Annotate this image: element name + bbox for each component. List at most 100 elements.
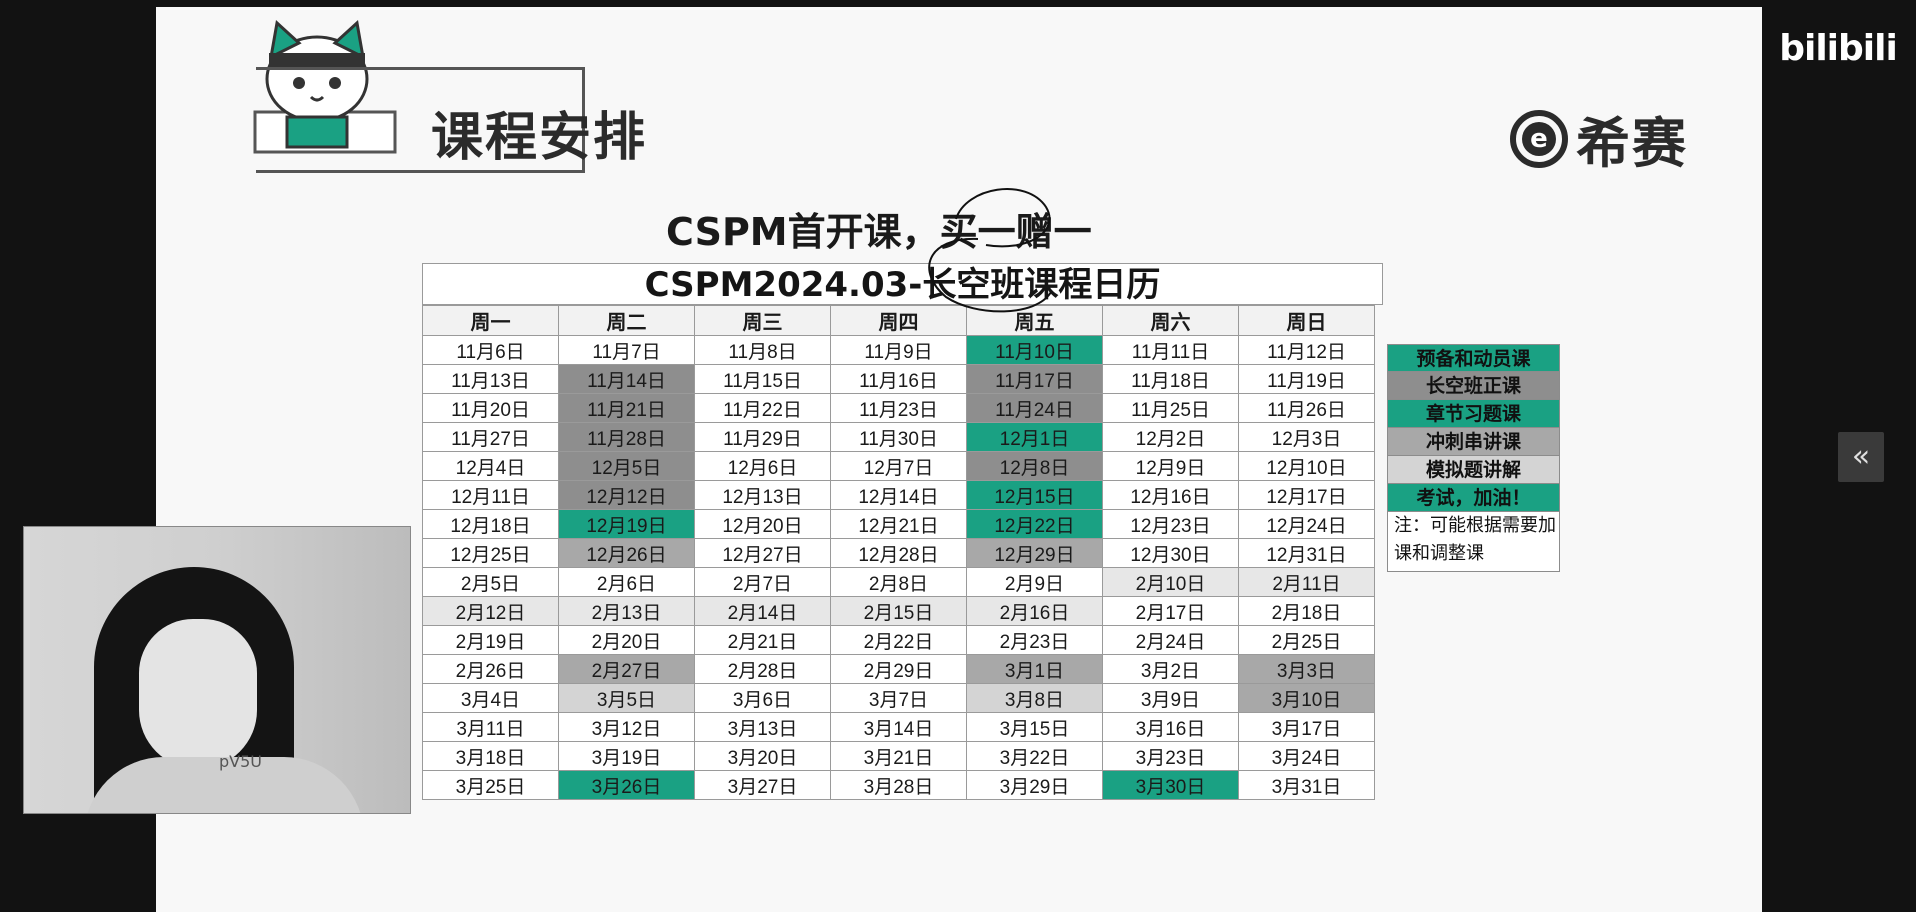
calendar-day-cell: 2月8日	[830, 567, 967, 597]
weekday-header: 周日	[1238, 305, 1375, 336]
calendar-day-cell: 12月9日	[1102, 451, 1239, 481]
weekday-header: 周二	[558, 305, 695, 336]
calendar-week-row: 11月27日 11月28日 11月29日 11月30日 12月1日 12月2日 12月3日	[422, 422, 1375, 452]
calendar-day-cell: 2月19日	[422, 625, 559, 655]
calendar-day-cell: 2月13日	[558, 596, 695, 626]
calendar-day-cell: 11月16日	[830, 364, 967, 394]
calendar-day-cell: 12月11日	[422, 480, 559, 510]
calendar-day-cell: 2月14日	[694, 596, 831, 626]
calendar-day-cell: 3月6日	[694, 683, 831, 713]
calendar-day-cell: 11月12日	[1238, 335, 1375, 365]
calendar-day-cell: 12月10日	[1238, 451, 1375, 481]
calendar-day-cell: 2月20日	[558, 625, 695, 655]
calendar-day-cell: 3月31日	[1238, 770, 1375, 800]
calendar-day-cell: 2月5日	[422, 567, 559, 597]
site-logo: bilibili	[1779, 28, 1898, 69]
calendar-day-cell: 2月28日	[694, 654, 831, 684]
calendar-day-cell: 11月19日	[1238, 364, 1375, 394]
calendar-week-row: 12月4日 12月5日 12月6日 12月7日 12月8日 12月9日 12月10日	[422, 451, 1375, 481]
calendar-week-row: 2月12日 2月13日 2月14日 2月15日 2月16日 2月17日 2月18日	[422, 596, 1375, 626]
calendar-day-cell: 2月16日	[966, 596, 1103, 626]
calendar-day-cell: 3月4日	[422, 683, 559, 713]
calendar-day-cell: 11月22日	[694, 393, 831, 423]
calendar-day-cell: 11月25日	[1102, 393, 1239, 423]
calendar-week-row: 2月26日 2月27日 2月28日 2月29日 3月1日 3月2日 3月3日	[422, 654, 1375, 684]
course-calendar: CSPM2024.03-长空班课程日历 周一 周二 周三 周四 周五 周六 周日 11月6日…	[422, 263, 1383, 800]
calendar-day-cell: 12月19日	[558, 509, 695, 539]
weekday-header: 周五	[966, 305, 1103, 336]
calendar-day-cell: 12月2日	[1102, 422, 1239, 452]
calendar-day-cell: 11月10日	[966, 335, 1103, 365]
calendar-day-cell: 11月7日	[558, 335, 695, 365]
calendar-week-row: 3月11日 3月12日 3月13日 3月14日 3月15日 3月16日 3月17日	[422, 712, 1375, 742]
legend-note: 注：可能根据需要加课和调整课	[1387, 512, 1560, 572]
calendar-day-cell: 3月15日	[966, 712, 1103, 742]
calendar-day-cell: 2月27日	[558, 654, 695, 684]
calendar-week-row: 3月18日 3月19日 3月20日 3月21日 3月22日 3月23日 3月24日	[422, 741, 1375, 771]
presentation-slide: 课程安排 e 希赛 CSPM首开课，买一赠一 CSPM2024.03-长空班课程…	[156, 7, 1762, 912]
calendar-week-row: 12月11日 12月12日 12月13日 12月14日 12月15日 12月16日 12月1…	[422, 480, 1375, 510]
calendar-body: 11月6日 11月7日 11月8日 11月9日 11月10日 11月11日 11月12日 11…	[422, 335, 1375, 800]
legend-item: 冲刺串讲课	[1387, 428, 1560, 456]
calendar-day-cell: 3月13日	[694, 712, 831, 742]
calendar-day-cell: 2月26日	[422, 654, 559, 684]
calendar-day-cell: 12月7日	[830, 451, 967, 481]
calendar-day-cell: 12月4日	[422, 451, 559, 481]
calendar-day-cell: 12月17日	[1238, 480, 1375, 510]
calendar-day-cell: 12月1日	[966, 422, 1103, 452]
calendar-title: CSPM2024.03-长空班课程日历	[422, 263, 1383, 305]
calendar-day-cell: 2月15日	[830, 596, 967, 626]
calendar-day-cell: 2月29日	[830, 654, 967, 684]
calendar-day-cell: 3月1日	[966, 654, 1103, 684]
calendar-day-cell: 12月29日	[966, 538, 1103, 568]
calendar-day-cell: 3月20日	[694, 741, 831, 771]
calendar-day-cell: 2月23日	[966, 625, 1103, 655]
brand-logo: e 希赛	[1510, 99, 1688, 178]
calendar-day-cell: 11月13日	[422, 364, 559, 394]
slide-headline: CSPM首开课，买一赠一	[666, 210, 1092, 254]
calendar-day-cell: 12月27日	[694, 538, 831, 568]
calendar-day-cell: 12月25日	[422, 538, 559, 568]
calendar-day-cell: 2月11日	[1238, 567, 1375, 597]
section-title-frame	[256, 67, 585, 173]
calendar-day-cell: 3月26日	[558, 770, 695, 800]
calendar-day-cell: 3月11日	[422, 712, 559, 742]
calendar-day-cell: 12月3日	[1238, 422, 1375, 452]
calendar-day-cell: 12月13日	[694, 480, 831, 510]
calendar-day-cell: 11月17日	[966, 364, 1103, 394]
calendar-day-cell: 12月8日	[966, 451, 1103, 481]
collapse-panel-button[interactable]: «	[1838, 432, 1884, 482]
calendar-day-cell: 11月6日	[422, 335, 559, 365]
webcam-watermark: pV5U	[219, 752, 262, 771]
calendar-day-cell: 3月22日	[966, 741, 1103, 771]
calendar-day-cell: 12月28日	[830, 538, 967, 568]
calendar-day-cell: 3月5日	[558, 683, 695, 713]
cat-mascot-illustration	[253, 20, 397, 154]
calendar-week-row: 11月20日 11月21日 11月22日 11月23日 11月24日 11月25日 11月2…	[422, 393, 1375, 423]
legend-item: 长空班正课	[1387, 372, 1560, 400]
calendar-week-row: 12月18日 12月19日 12月20日 12月21日 12月22日 12月23日 12月2…	[422, 509, 1375, 539]
section-title: 课程安排	[431, 108, 648, 168]
calendar-week-row: 11月6日 11月7日 11月8日 11月9日 11月10日 11月11日 11月12日	[422, 335, 1375, 365]
calendar-week-row: 3月25日 3月26日 3月27日 3月28日 3月29日 3月30日 3月31日	[422, 770, 1375, 800]
calendar-day-cell: 2月18日	[1238, 596, 1375, 626]
calendar-day-cell: 3月29日	[966, 770, 1103, 800]
calendar-day-cell: 11月20日	[422, 393, 559, 423]
calendar-day-cell: 12月21日	[830, 509, 967, 539]
calendar-day-cell: 12月30日	[1102, 538, 1239, 568]
calendar-day-cell: 3月27日	[694, 770, 831, 800]
calendar-day-cell: 3月10日	[1238, 683, 1375, 713]
calendar-day-cell: 11月26日	[1238, 393, 1375, 423]
calendar-day-cell: 3月18日	[422, 741, 559, 771]
calendar-day-cell: 3月21日	[830, 741, 967, 771]
legend-item: 预备和动员课	[1387, 344, 1560, 372]
calendar-day-cell: 11月30日	[830, 422, 967, 452]
calendar-day-cell: 12月22日	[966, 509, 1103, 539]
calendar-week-row: 11月13日 11月14日 11月15日 11月16日 11月17日 11月18日 11月1…	[422, 364, 1375, 394]
calendar-week-row: 12月25日 12月26日 12月27日 12月28日 12月29日 12月30日 12月3…	[422, 538, 1375, 568]
calendar-day-cell: 3月25日	[422, 770, 559, 800]
calendar-day-cell: 11月27日	[422, 422, 559, 452]
calendar-day-cell: 2月12日	[422, 596, 559, 626]
calendar-day-cell: 12月12日	[558, 480, 695, 510]
calendar-day-cell: 12月18日	[422, 509, 559, 539]
